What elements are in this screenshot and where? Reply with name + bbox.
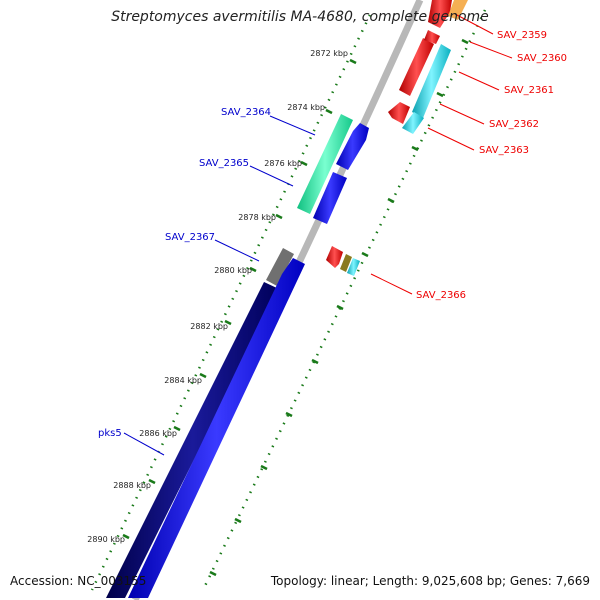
gene-pks5[interactable] — [106, 282, 279, 598]
label-sav-2364[interactable]: SAV_2364 — [221, 107, 271, 118]
accession-text: Accession: NC_003155 — [10, 574, 147, 588]
gene-labels-right: SAV_2359 SAV_2360 SAV_2361 SAV_2362 SAV_… — [416, 30, 567, 301]
kbp-label: 2888 kbp — [113, 481, 151, 490]
label-sav-2359[interactable]: SAV_2359 — [497, 30, 547, 41]
kbp-label: 2884 kbp — [164, 376, 202, 385]
gene-sav-2366-red[interactable] — [326, 246, 343, 268]
gene-sav-2360[interactable] — [399, 38, 434, 96]
label-sav-2361[interactable]: SAV_2361 — [504, 85, 554, 96]
right-strand-genes — [326, 0, 468, 276]
kbp-label: 2880 kbp — [214, 266, 252, 275]
label-sav-2366[interactable]: SAV_2366 — [416, 290, 466, 301]
tick-track-left — [90, 14, 372, 591]
label-pks5[interactable]: pks5 — [98, 428, 122, 439]
genome-title: Streptomyces avermitilis MA-4680, comple… — [111, 9, 489, 25]
gene-sav-2360b[interactable] — [424, 30, 440, 44]
gene-sav-2367[interactable] — [266, 248, 294, 286]
kbp-label: 2890 kbp — [87, 535, 125, 544]
gene-labels-left: SAV_2364 SAV_2365 SAV_2367 pks5 — [98, 107, 271, 439]
gene-sav-2363[interactable] — [402, 112, 424, 134]
label-sav-2367[interactable]: SAV_2367 — [165, 232, 215, 243]
gene-sav-2365[interactable] — [313, 172, 347, 224]
label-sav-2362[interactable]: SAV_2362 — [489, 119, 539, 130]
kbp-label: 2876 kbp — [264, 159, 302, 168]
gene-sav-2366-cyan[interactable] — [347, 258, 360, 276]
left-strand-genes — [106, 114, 369, 598]
label-sav-2360[interactable]: SAV_2360 — [517, 53, 567, 64]
gene-sav-2359[interactable] — [428, 0, 452, 28]
kbp-label: 2872 kbp — [310, 49, 348, 58]
gene-sav-2359-orange[interactable] — [448, 0, 468, 20]
genome-summary: Topology: linear; Length: 9,025,608 bp; … — [270, 574, 590, 588]
ruler-ticks-left — [122, 58, 357, 540]
kbp-label: 2882 kbp — [190, 322, 228, 331]
gene-sav-2361[interactable] — [412, 44, 451, 118]
gene-sav-2362[interactable] — [388, 102, 410, 124]
label-sav-2365[interactable]: SAV_2365 — [199, 158, 249, 169]
gene-blue-long[interactable] — [128, 258, 305, 598]
ruler-labels: 2872 kbp 2874 kbp 2876 kbp 2878 kbp 2880… — [87, 49, 348, 544]
ruler-ticks-right — [209, 38, 469, 577]
kbp-label: 2878 kbp — [238, 213, 276, 222]
kbp-label: 2886 kbp — [139, 429, 177, 438]
gene-sav-2364-pair[interactable] — [336, 123, 369, 170]
leader-lines-left — [123, 115, 316, 456]
leader-lines-right — [370, 13, 513, 295]
gene-sav-2366-olive[interactable] — [340, 254, 352, 272]
kbp-label: 2874 kbp — [287, 103, 325, 112]
gene-sav-2364[interactable] — [297, 114, 353, 214]
label-sav-2363[interactable]: SAV_2363 — [479, 145, 529, 156]
